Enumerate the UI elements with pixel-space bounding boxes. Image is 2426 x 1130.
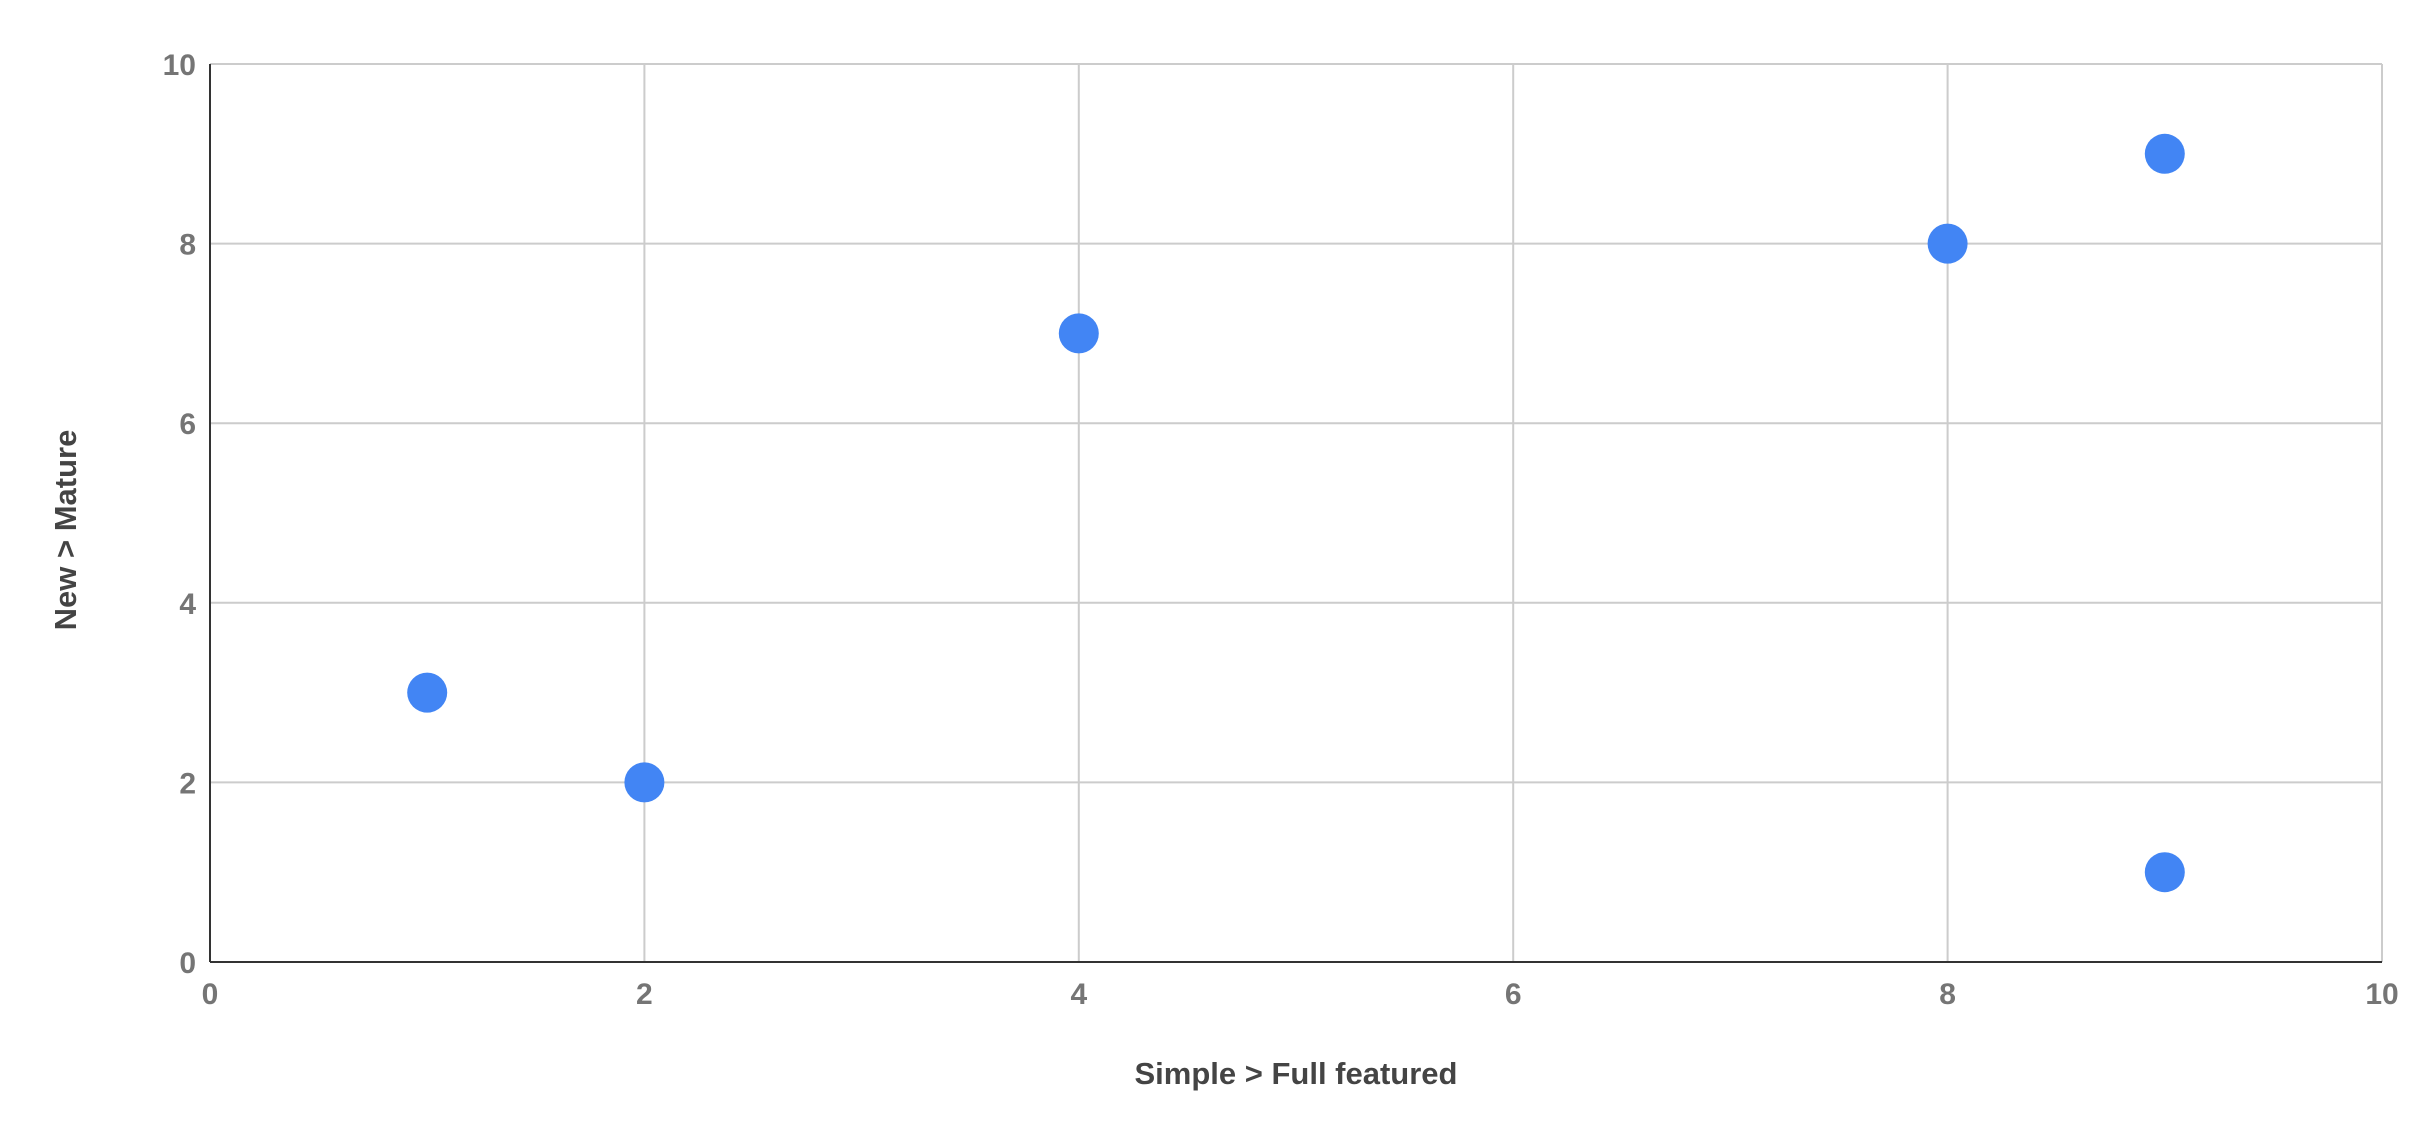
y-tick-label: 8 [179,229,196,262]
data-point-2 [624,762,665,803]
x-tick-label: 8 [1939,978,1956,1011]
data-point-3 [1058,313,1099,354]
x-tick-label: 2 [636,978,653,1011]
y-tick-label: 0 [179,947,196,980]
data-points [407,133,2185,893]
x-axis-title: Simple > Full featured [1135,1056,1458,1091]
y-tick-label: 4 [179,588,196,621]
data-point-1 [407,672,448,713]
x-tick-label: 0 [202,978,219,1011]
x-tick-label: 10 [2365,978,2398,1011]
x-tick-label: 4 [1070,978,1087,1011]
tick-labels: 0 2 4 6 8 10 0 2 4 6 8 10 [163,49,2399,1011]
y-tick-label: 2 [179,767,196,800]
axes [209,64,2382,963]
y-tick-label: 6 [179,408,196,441]
data-point-6 [2144,852,2185,893]
data-point-5 [2144,133,2185,174]
y-tick-label: 10 [163,49,196,82]
y-axis-title: New > Mature [48,430,83,631]
x-tick-label: 6 [1505,978,1522,1011]
data-point-4 [1927,223,1968,264]
grid [210,63,2383,962]
